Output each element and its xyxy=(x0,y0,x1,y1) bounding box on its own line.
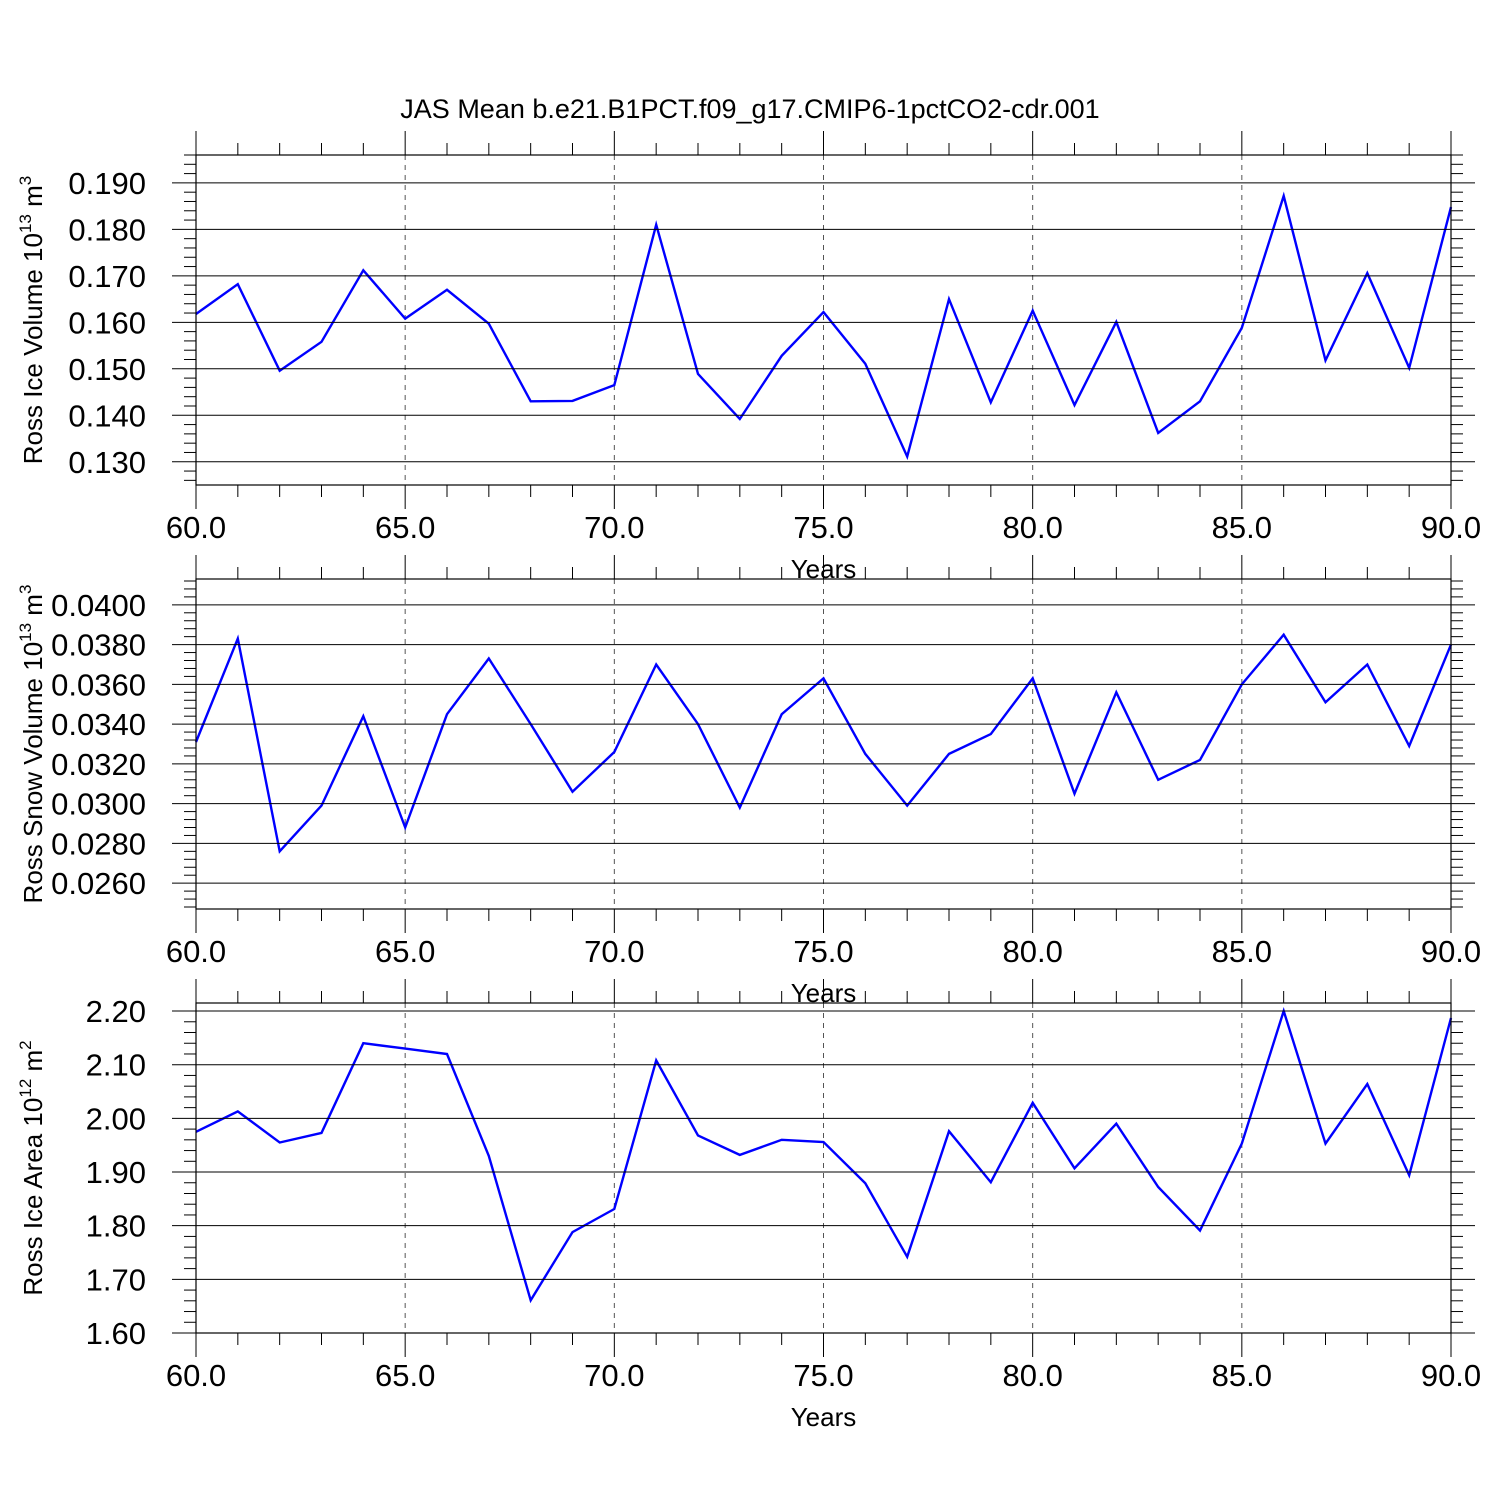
x-tick-label: 65.0 xyxy=(375,934,435,969)
x-tick-label: 80.0 xyxy=(1002,934,1062,969)
x-tick-label: 60.0 xyxy=(166,934,226,969)
y-axis-label-main: Ross Ice Volume 10 xyxy=(18,233,48,464)
data-line-series xyxy=(195,191,1453,461)
x-tick-label: 90.0 xyxy=(1421,934,1481,969)
x-tick-label: 90.0 xyxy=(1421,1358,1481,1393)
data-line-series xyxy=(195,1007,1453,1304)
y-tick-label: 0.0280 xyxy=(51,826,146,861)
x-tick-label: 75.0 xyxy=(793,1358,853,1393)
x-tick-label: 60.0 xyxy=(166,1358,226,1393)
y-tick-label: 0.0380 xyxy=(51,628,146,663)
y-axis-label-unit: m xyxy=(18,1050,48,1079)
y-tick-label: 0.0360 xyxy=(51,667,146,702)
y-tick-label: 0.0260 xyxy=(51,866,146,901)
x-tick-label: 60.0 xyxy=(166,510,226,545)
y-tick-label: 0.140 xyxy=(68,398,146,433)
y-axis-label-unit-exponent: 3 xyxy=(16,585,35,594)
y-tick-label: 0.0340 xyxy=(51,707,146,742)
y-tick-label: 0.0400 xyxy=(51,588,146,623)
y-axis-label-unit: m xyxy=(18,185,48,214)
y-tick-label: 1.80 xyxy=(86,1209,146,1244)
x-tick-label: 65.0 xyxy=(375,1358,435,1393)
y-axis-label: Ross Ice Volume 1013 m3 xyxy=(16,176,48,465)
y-tick-label: 0.190 xyxy=(68,166,146,201)
panel-1: 0.130 0.140 0.150 0.160 0.170 0.180 0.190 60.0 6… xyxy=(16,131,1481,584)
y-axis-label-exponent: 13 xyxy=(16,214,35,233)
x-tick-label: 85.0 xyxy=(1212,510,1272,545)
y-tick-label: 2.00 xyxy=(86,1101,146,1136)
x-tick-label: 70.0 xyxy=(584,934,644,969)
y-axis-label-unit-exponent: 3 xyxy=(16,176,35,185)
y-tick-label: 0.0320 xyxy=(51,747,146,782)
x-tick-label: 70.0 xyxy=(584,1358,644,1393)
panel-2: 0.0260 0.0280 0.0300 0.0320 0.0340 0.0360 0.03… xyxy=(16,555,1481,1008)
x-tick-label: 85.0 xyxy=(1212,1358,1272,1393)
x-tick-label: 80.0 xyxy=(1002,510,1062,545)
y-tick-label: 0.150 xyxy=(68,352,146,387)
y-tick-label: 0.160 xyxy=(68,305,146,340)
y-tick-label: 0.0300 xyxy=(51,787,146,822)
y-axis-label-main: Ross Snow Volume 10 xyxy=(18,642,48,904)
chart-title: JAS Mean b.e21.B1PCT.f09_g17.CMIP6-1pctC… xyxy=(400,94,1099,124)
x-axis-label: Years xyxy=(791,1402,857,1432)
x-tick-label: 90.0 xyxy=(1421,510,1481,545)
y-axis-label-unit: m xyxy=(18,594,48,623)
y-axis-label: Ross Snow Volume 1013 m3 xyxy=(16,585,48,904)
x-tick-label: 75.0 xyxy=(793,510,853,545)
x-tick-label: 85.0 xyxy=(1212,934,1272,969)
x-tick-label: 75.0 xyxy=(793,934,853,969)
y-tick-label: 0.170 xyxy=(68,259,146,294)
y-tick-label: 1.70 xyxy=(86,1262,146,1297)
y-tick-label: 2.20 xyxy=(86,994,146,1029)
y-axis-label-exponent: 13 xyxy=(16,623,35,642)
y-axis-label-exponent: 12 xyxy=(16,1079,35,1098)
y-tick-label: 2.10 xyxy=(86,1048,146,1083)
x-tick-label: 65.0 xyxy=(375,510,435,545)
panel-3: 1.60 1.70 1.80 1.90 2.00 2.10 2.20 60.0 65.0 70.0… xyxy=(16,979,1481,1432)
x-tick-label: 80.0 xyxy=(1002,1358,1062,1393)
x-tick-label: 70.0 xyxy=(584,510,644,545)
y-tick-label: 0.130 xyxy=(68,445,146,480)
y-tick-label: 1.60 xyxy=(86,1316,146,1351)
y-axis-label: Ross Ice Area 1012 m2 xyxy=(16,1040,48,1295)
y-tick-label: 0.180 xyxy=(68,212,146,247)
y-axis-label-main: Ross Ice Area 10 xyxy=(18,1098,48,1296)
y-tick-label: 1.90 xyxy=(86,1155,146,1190)
y-axis-label-unit-exponent: 2 xyxy=(16,1040,35,1049)
